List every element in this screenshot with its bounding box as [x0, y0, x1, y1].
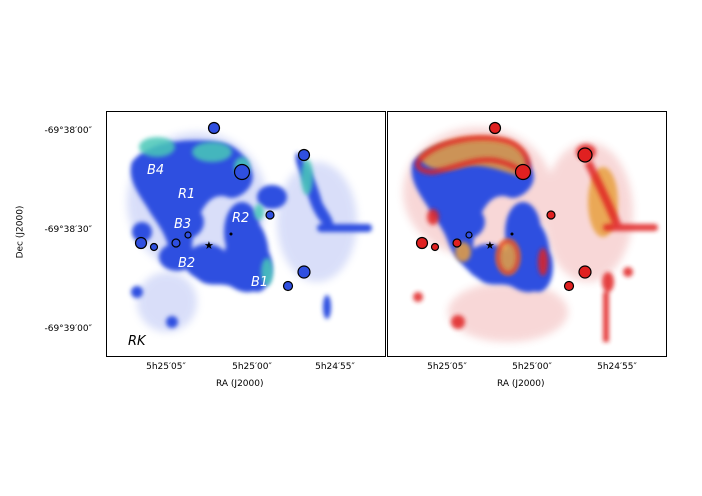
x-tick-label: 5h24′55″: [597, 362, 637, 372]
right-image-panel: ★: [387, 111, 667, 357]
panel-tag: RK: [128, 334, 146, 349]
x-axis-title: RA (J2000): [497, 379, 545, 389]
region-label-r1: R1: [178, 187, 196, 202]
right-colour-map: ★: [403, 121, 658, 342]
x-axis-title: RA (J2000): [216, 379, 264, 389]
region-label-b1: B1: [251, 275, 269, 290]
region-label-r2: R2: [232, 211, 250, 226]
left-image-panel: ★ B4 R1 B3 R2 B2 B1 RK: [106, 111, 386, 357]
region-label-b4: B4: [147, 163, 165, 178]
region-label-b2: B2: [178, 256, 196, 271]
svg-text:★: ★: [485, 239, 495, 252]
svg-text:★: ★: [204, 239, 214, 252]
x-tick-label: 5h25′05″: [146, 362, 186, 372]
left-colour-map: ★: [127, 121, 372, 332]
x-tick-label: 5h24′55″: [315, 362, 355, 372]
y-axis-title: Dec (J2000): [15, 205, 26, 259]
y-tick-label: -69°39′00″: [44, 324, 92, 334]
y-tick-label: -69°38′00″: [44, 126, 92, 136]
y-tick-label: -69°38′30″: [44, 225, 92, 235]
x-tick-label: 5h25′00″: [512, 362, 552, 372]
region-label-b3: B3: [174, 217, 192, 232]
x-tick-label: 5h25′00″: [232, 362, 272, 372]
x-tick-label: 5h25′05″: [427, 362, 467, 372]
